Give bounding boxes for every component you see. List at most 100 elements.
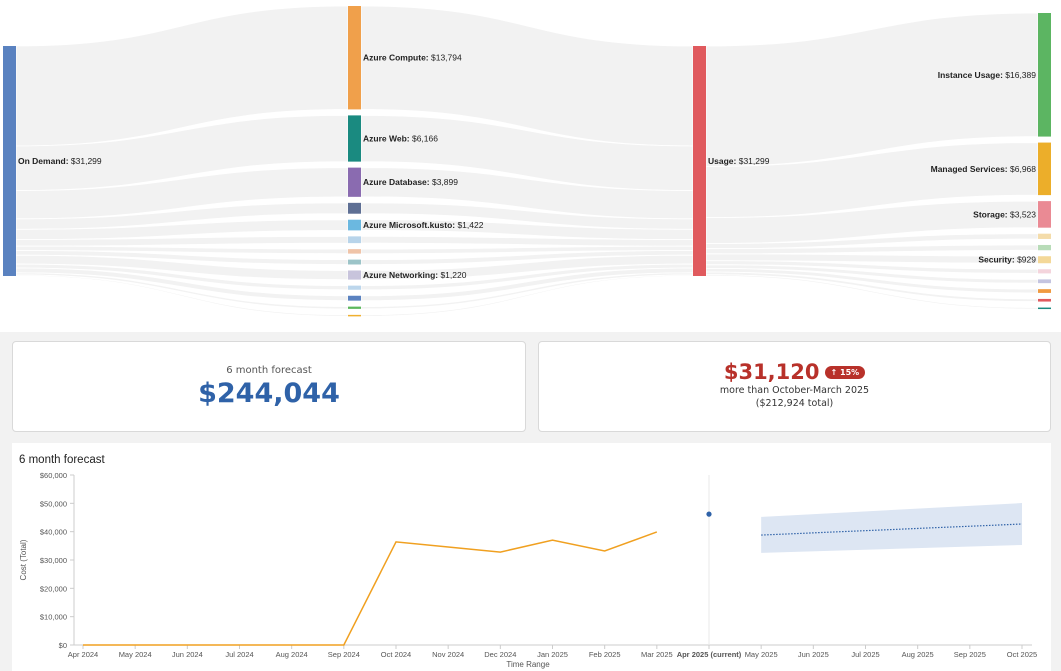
sankey-node-other-8[interactable] bbox=[348, 314, 361, 317]
actual-line[interactable] bbox=[83, 531, 658, 646]
difference-comparison-text: more than October-March 2025 bbox=[719, 385, 870, 396]
sankey-label-azure-microsoft-kusto: Azure Microsoft.kusto: $1,422 bbox=[363, 220, 484, 230]
forecast-difference-card: $31,120 ↑ 15% more than October-March 20… bbox=[538, 341, 1051, 432]
sankey-node-other-5[interactable] bbox=[348, 285, 361, 290]
sankey-chart: On Demand: $31,299 Azure Compute: $13,794… bbox=[3, 5, 1051, 317]
sankey-label-azure-database: Azure Database: $3,899 bbox=[363, 177, 458, 187]
forecast-line-chart: $0 $10,000 $20,000 $30,000 $40,000 $50,000 $60… bbox=[19, 471, 1037, 669]
sankey-label-storage: Storage: $3,523 bbox=[973, 209, 1036, 219]
sankey-node-other-b[interactable] bbox=[1038, 244, 1051, 251]
sankey-node-managed-services[interactable] bbox=[1038, 142, 1051, 196]
sankey-node-azure-compute[interactable] bbox=[348, 6, 361, 110]
sankey-node-other-a[interactable] bbox=[1038, 233, 1051, 239]
sankey-node-azure-networking[interactable] bbox=[348, 270, 361, 280]
sankey-link-other-6[interactable] bbox=[15, 267, 349, 302]
sankey-link-azure-microsoft-kusto[interactable] bbox=[15, 219, 349, 241]
forecast-card-subtitle: 6 month forecast bbox=[226, 365, 312, 376]
x-tick-label: Nov 2024 bbox=[432, 650, 464, 659]
x-tick-label: Sep 2024 bbox=[328, 650, 360, 659]
sankey-node-on-demand[interactable] bbox=[3, 46, 16, 276]
sankey-link-other-1[interactable] bbox=[15, 202, 349, 230]
y-axis-title: Cost (Total) bbox=[19, 539, 28, 580]
sankey-link-storage[interactable] bbox=[705, 200, 1039, 244]
x-tick-label: May 2025 bbox=[745, 650, 778, 659]
sankey-node-other-f[interactable] bbox=[1038, 298, 1051, 302]
series-actual bbox=[83, 531, 658, 646]
difference-value: $31,120 bbox=[723, 360, 820, 384]
sankey-links bbox=[15, 5, 1039, 317]
sankey-link-other-3[interactable] bbox=[15, 245, 349, 255]
x-tick-label: Oct 2025 bbox=[1007, 650, 1037, 659]
sankey-node-other-2[interactable] bbox=[348, 236, 361, 244]
sankey-node-other-c[interactable] bbox=[1038, 269, 1051, 274]
sankey-node-azure-web[interactable] bbox=[348, 115, 361, 162]
sankey-nodes: On Demand: $31,299 Azure Compute: $13,794… bbox=[3, 6, 1051, 317]
sankey-node-other-1[interactable] bbox=[348, 202, 361, 214]
sankey-label-on-demand: On Demand: $31,299 bbox=[18, 156, 102, 166]
sankey-node-other-3[interactable] bbox=[348, 249, 361, 254]
sankey-node-usage[interactable] bbox=[693, 46, 706, 276]
percent-change-badge: ↑ 15% bbox=[824, 365, 866, 379]
x-tick-label: Jul 2024 bbox=[225, 650, 253, 659]
y-tick-label: $50,000 bbox=[40, 499, 67, 508]
sankey-link-azure-database[interactable] bbox=[15, 167, 349, 220]
percent-change-value: 15% bbox=[840, 367, 860, 377]
x-tick-label: Apr 2024 bbox=[68, 650, 98, 659]
x-tick-label: Jul 2025 bbox=[851, 650, 879, 659]
series-forecast bbox=[761, 503, 1023, 553]
x-axis-title: Time Range bbox=[506, 660, 550, 669]
sankey-node-azure-microsoft-kusto[interactable] bbox=[348, 219, 361, 231]
sankey-node-other-e[interactable] bbox=[1038, 289, 1051, 293]
y-tick-label: $0 bbox=[59, 641, 67, 650]
y-tick-label: $60,000 bbox=[40, 471, 67, 480]
sankey-link-other-8[interactable] bbox=[15, 274, 349, 317]
sankey-link-other-5[interactable] bbox=[15, 263, 349, 291]
x-tick-label: Jan 2025 bbox=[537, 650, 568, 659]
difference-comparison-total: ($212,924 total) bbox=[755, 398, 834, 409]
x-tick-label: Apr 2025 (current) bbox=[677, 650, 742, 659]
sankey-node-azure-database[interactable] bbox=[348, 167, 361, 197]
sankey-link-managed-services[interactable] bbox=[705, 142, 1039, 219]
sankey-link-other-7[interactable] bbox=[15, 272, 349, 310]
x-tick-label: Aug 2025 bbox=[902, 650, 934, 659]
sankey-link-other-4[interactable] bbox=[15, 250, 349, 265]
sankey-label-instance-usage: Instance Usage: $16,389 bbox=[938, 70, 1037, 80]
sankey-label-managed-services: Managed Services: $6,968 bbox=[931, 164, 1037, 174]
chart-axes: $0 $10,000 $20,000 $30,000 $40,000 $50,000 $60… bbox=[19, 471, 1037, 669]
sankey-label-azure-compute: Azure Compute: $13,794 bbox=[363, 53, 462, 63]
y-tick-label: $40,000 bbox=[40, 528, 67, 537]
sankey-node-instance-usage[interactable] bbox=[1038, 13, 1051, 137]
sankey-node-other-4[interactable] bbox=[348, 259, 361, 265]
x-tick-label: Dec 2024 bbox=[484, 650, 516, 659]
sankey-link-azure-networking[interactable] bbox=[15, 254, 349, 281]
sankey-node-other-7[interactable] bbox=[348, 306, 361, 309]
y-tick-label: $30,000 bbox=[40, 556, 67, 565]
sankey-node-other-g[interactable] bbox=[1038, 307, 1051, 310]
forecast-total-value: $244,044 bbox=[198, 378, 340, 409]
x-tick-label: Jun 2025 bbox=[798, 650, 829, 659]
y-tick-label: $20,000 bbox=[40, 584, 67, 593]
sankey-node-security[interactable] bbox=[1038, 256, 1051, 264]
forecast-chart-panel: 6 month forecast $0 $10,000 $20,000 $30,000… bbox=[12, 443, 1051, 671]
y-tick-label: $10,000 bbox=[40, 613, 67, 622]
sankey-panel: On Demand: $31,299 Azure Compute: $13,794… bbox=[0, 0, 1061, 332]
forecast-confidence-band bbox=[761, 503, 1022, 553]
sankey-label-azure-networking: Azure Networking: $1,220 bbox=[363, 270, 467, 280]
forecast-total-card: 6 month forecast $244,044 bbox=[12, 341, 526, 432]
current-value-point[interactable] bbox=[706, 511, 712, 517]
arrow-up-icon: ↑ bbox=[830, 367, 838, 377]
series-current bbox=[706, 511, 712, 517]
sankey-label-azure-web: Azure Web: $6,166 bbox=[363, 134, 438, 144]
sankey-node-storage[interactable] bbox=[1038, 201, 1051, 228]
x-tick-label: Oct 2024 bbox=[381, 650, 411, 659]
sankey-link-instance-usage[interactable] bbox=[705, 12, 1039, 167]
x-tick-label: Aug 2024 bbox=[276, 650, 308, 659]
chart-title: 6 month forecast bbox=[19, 454, 105, 466]
sankey-node-other-d[interactable] bbox=[1038, 279, 1051, 284]
sankey-label-security: Security: $929 bbox=[978, 255, 1036, 265]
sankey-label-usage: Usage: $31,299 bbox=[708, 156, 770, 166]
x-tick-label: Feb 2025 bbox=[589, 650, 621, 659]
x-tick-label: Jun 2024 bbox=[172, 650, 203, 659]
sankey-node-other-6[interactable] bbox=[348, 295, 361, 301]
x-tick-label: Sep 2025 bbox=[954, 650, 986, 659]
